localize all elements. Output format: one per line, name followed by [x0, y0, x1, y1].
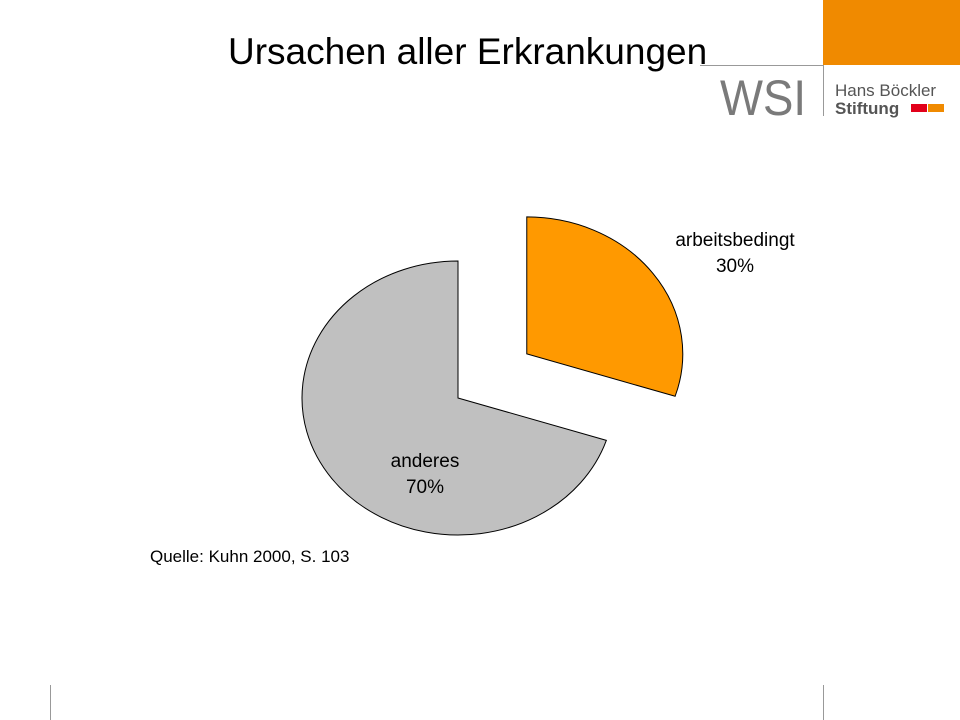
pie-slice: [301, 260, 608, 536]
slice-label: arbeitsbedingt: [675, 230, 795, 251]
logo-corner: [823, 0, 960, 65]
logo-mark: WSI: [720, 70, 806, 126]
logo-name: Hans Böckler: [835, 81, 936, 100]
pie-slice: [526, 216, 684, 397]
logo-bar: [911, 104, 927, 112]
logo-name: Stiftung: [835, 99, 899, 118]
slice-value-label: 30%: [716, 256, 754, 277]
slice-label: anderes: [391, 451, 460, 472]
chart-title: Ursachen aller Erkrankungen: [228, 31, 707, 72]
source-note: Quelle: Kuhn 2000, S. 103: [150, 547, 349, 566]
slice-value-label: 70%: [406, 477, 444, 498]
logo-bar: [928, 104, 944, 112]
